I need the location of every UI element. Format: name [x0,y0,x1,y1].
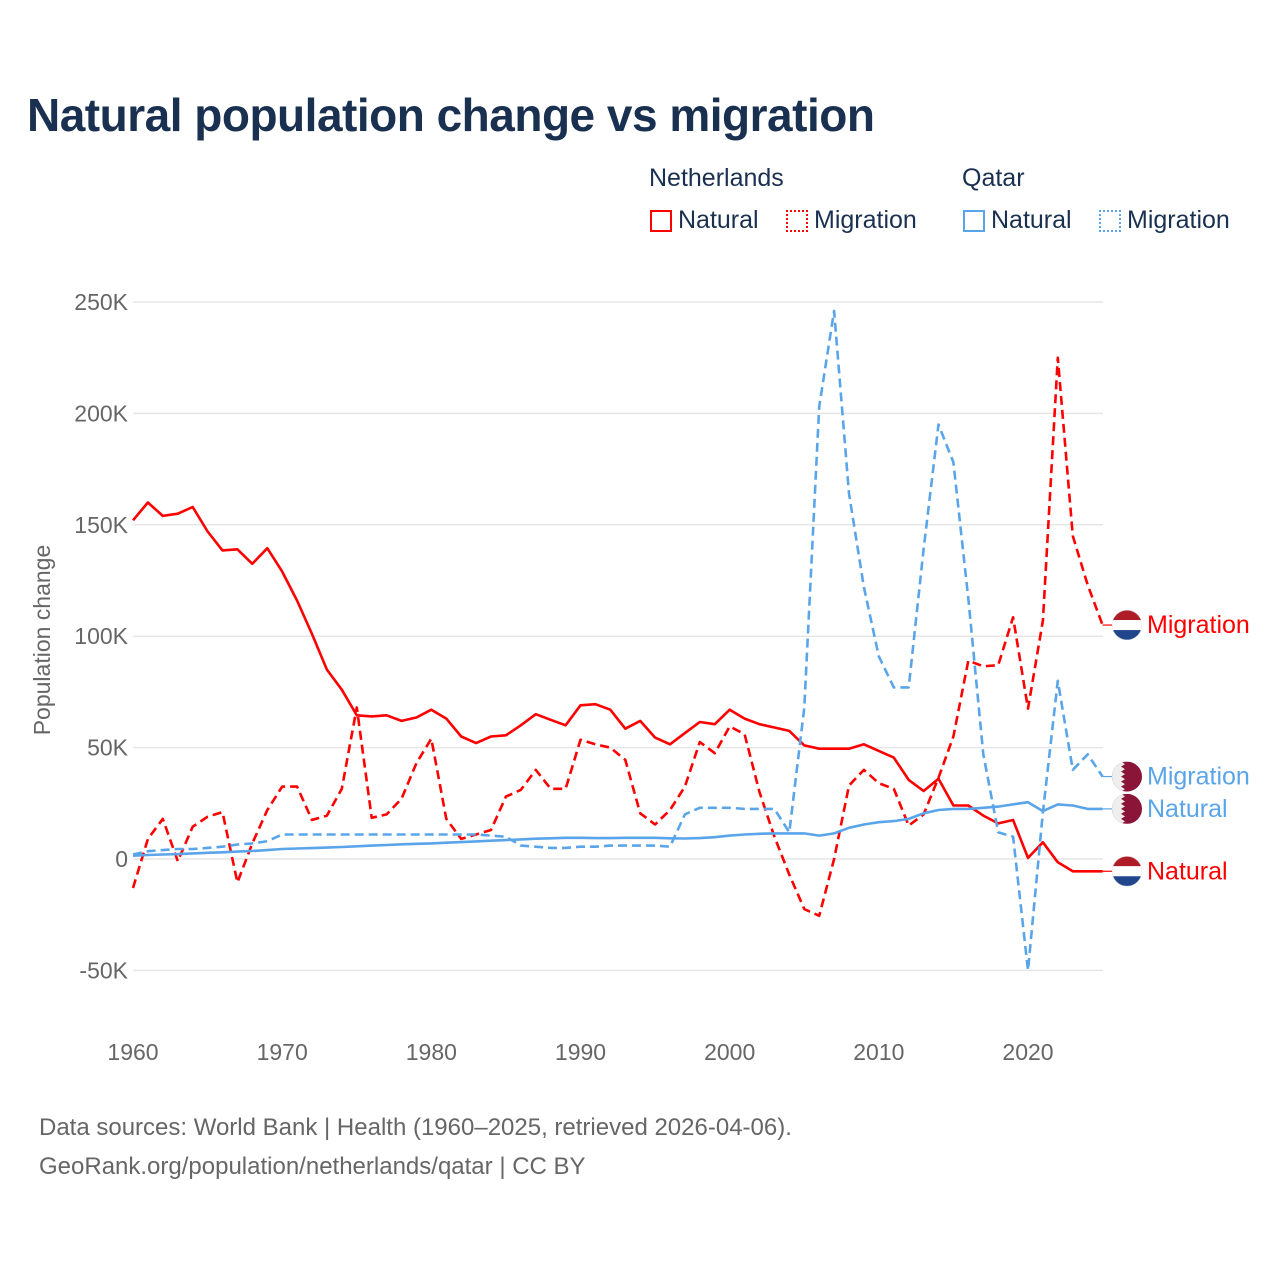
x-tick-label: 2010 [853,1039,904,1065]
x-tick-label: 1980 [406,1039,457,1065]
series-line-netherlands-natural [132,501,1103,873]
legend-label: Migration [814,206,917,234]
series-line-netherlands-migration [131,356,1104,918]
end-label: Natural [1147,795,1228,823]
netherlands-flag-icon [1112,610,1142,641]
y-tick-label: 200K [74,400,128,426]
chart-title: Natural population change vs migration [27,89,875,141]
source-line-2[interactable]: GeoRank.org/population/netherlands/qatar… [39,1153,586,1180]
y-tick-label: 250K [74,289,128,315]
end-label: Migration [1147,611,1250,639]
solid-swatch-icon [650,209,672,232]
y-tick-label: 150K [74,512,128,538]
x-tick-label: 2000 [704,1039,755,1065]
x-tick-label: 1970 [257,1039,308,1065]
y-tick-label: -50K [79,957,128,983]
series-line-qatar-migration [132,309,1104,972]
end-label: Migration [1147,763,1250,791]
dotted-swatch-icon [786,209,808,232]
x-tick-label: 1960 [107,1039,158,1065]
legend-group-qatar: Qatar [962,164,1025,192]
legend-qa-migration[interactable]: Migration [1099,206,1230,235]
y-tick-label: 0 [115,846,128,872]
netherlands-flag-icon [1112,856,1142,887]
y-tick-label: 50K [87,735,129,761]
legend-nl-migration[interactable]: Migration [786,206,917,235]
end-label: Natural [1147,857,1228,885]
source-line-1: Data sources: World Bank | Health (1960–… [39,1114,792,1141]
qatar-flag-icon [1112,793,1142,824]
x-tick-label: 1990 [555,1039,606,1065]
solid-swatch-icon [963,209,985,232]
legend-label: Natural [991,206,1072,234]
legend-label: Natural [678,206,759,234]
legend-nl-natural[interactable]: Natural [650,206,759,235]
y-axis-label: Population change [29,545,55,736]
legend-label: Migration [1127,206,1230,234]
series-line-qatar-natural [132,800,1103,857]
legend-group-netherlands: Netherlands [649,164,784,192]
legend-qa-natural[interactable]: Natural [963,206,1072,235]
qatar-flag-icon [1112,761,1142,792]
y-tick-label: 100K [74,623,128,649]
dotted-swatch-icon [1099,209,1121,232]
source-note: Data sources: World Bank | Health (1960–… [39,1108,792,1186]
x-tick-label: 2020 [1002,1039,1053,1065]
